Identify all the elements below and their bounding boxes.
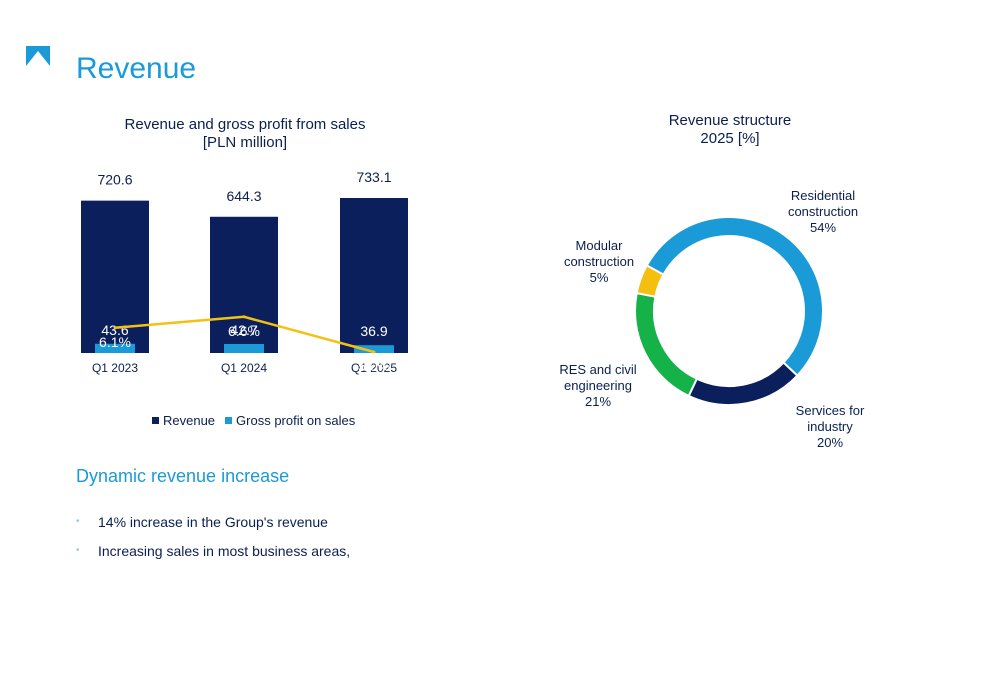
gross-profit-bar [224,343,264,353]
bullet-text: 14% increase in the Group's revenue [98,514,328,530]
bullet-item: • 14% increase in the Group's revenue [76,512,350,541]
bar-chart-title: Revenue and gross profit from sales [124,116,366,133]
gross-profit-bar [354,345,394,353]
bar-chart-title-block: Revenue and gross profit from sales [PLN… [100,116,390,152]
donut-slice-label: 54% [810,220,836,235]
legend-swatch-gross-profit [225,417,233,424]
bar-chart-subtitle: [PLN million] [202,134,288,151]
brand-logo-icon [26,46,50,66]
gross-profit-data-label: 42.7 [230,322,257,338]
x-tick-label: Q1 2023 [92,361,138,375]
donut-slice-label: 5% [590,270,609,285]
revenue-data-label: 733.1 [356,169,391,185]
legend-item-revenue: Revenue [152,413,215,428]
margin-data-label: 6.6% [228,323,260,339]
gross-profit-data-label: 43.6 [101,322,128,338]
legend-label-gross-profit: Gross profit on sales [236,413,356,428]
margin-data-label: 6.1% [99,334,131,350]
section-subheading: Dynamic revenue increase [76,466,290,486]
donut-slice-label: 20% [817,435,843,450]
revenue-bar [340,198,408,353]
bullet-text: Increasing sales in most business areas, [98,543,351,559]
margin-line-point [242,315,246,319]
pie-chart-subtitle: 2025 [%] [700,130,760,147]
donut-slice-label: RES and civil [559,362,636,377]
x-tick-label: Q1 2025 [351,361,397,375]
donut-slice-label: engineering [564,378,632,393]
margin-data-label: 5.0% [358,358,390,374]
donut-slice-label: Modular [576,238,624,253]
donut-slice-label: 21% [585,394,611,409]
donut-slice [635,264,665,298]
gross-profit-data-label: 36.9 [360,323,387,339]
revenue-bar [210,216,278,353]
legend-label-revenue: Revenue [163,413,216,428]
donut-slice-label: Services for [796,403,865,418]
donut-slice-label: construction [564,254,634,269]
page-title: Revenue [76,52,197,85]
revenue-data-label: 720.6 [97,172,132,188]
legend-swatch-revenue [152,417,159,424]
donut-slice-label: construction [788,204,858,219]
donut-slice [687,361,799,406]
bullet-list: • 14% increase in the Group's revenue • In… [76,512,350,570]
donut-slice-label: industry [807,419,853,434]
bullet-dot-icon: • [76,545,80,556]
donut-slice [634,291,699,398]
pie-chart-title-block: Revenue structure 2025 [%] [640,112,820,148]
legend-item-gross-profit: Gross profit on sales [225,413,355,428]
donut-slice [645,216,824,378]
bullet-item: • Increasing sales in most business areas… [76,541,350,570]
gross-profit-bar [95,343,135,353]
margin-line-point [113,326,117,330]
revenue-data-label: 644.3 [226,188,261,204]
margin-line-point [372,350,376,354]
bar-chart-legend: Revenue Gross profit on sales [152,413,355,428]
bullet-dot-icon: • [76,516,80,527]
donut-slice-label: Residential [791,188,855,203]
x-tick-label: Q1 2024 [221,361,267,375]
pie-chart-title: Revenue structure [668,112,792,129]
